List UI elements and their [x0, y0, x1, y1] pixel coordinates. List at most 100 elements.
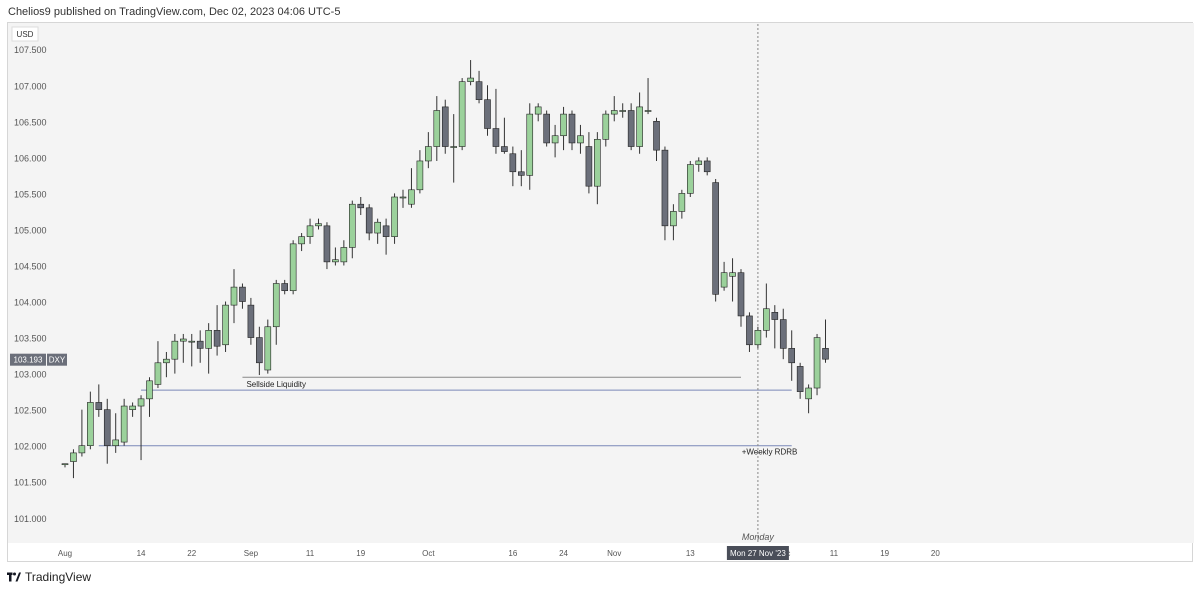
candle-body	[763, 308, 770, 331]
candle-body	[670, 211, 677, 227]
y-tick-label: 101.000	[14, 514, 47, 524]
candle-body	[788, 348, 796, 364]
candle-body	[712, 182, 719, 295]
candle-body	[416, 160, 424, 191]
candle-body	[323, 225, 331, 263]
candle-body	[822, 348, 829, 360]
crosshair-day-label: Monday	[742, 532, 775, 542]
x-tick-label: 22	[187, 549, 196, 558]
candle-body	[365, 207, 373, 234]
candle-body	[391, 196, 398, 237]
x-tick-label: 11	[830, 549, 839, 558]
candlestick-chart[interactable]: 107.500 107.000 106.500 106.000 105.500 105.0…	[8, 23, 1194, 563]
candle-body	[627, 110, 635, 147]
candle-body	[475, 81, 483, 100]
annotation-label: Sellside Liquidity	[246, 380, 306, 389]
x-tick-label: Oct	[422, 549, 435, 558]
candle-body	[103, 409, 111, 446]
candle-body	[450, 146, 458, 148]
currency-label: USD	[17, 30, 34, 39]
candle-body	[729, 272, 736, 277]
candle-body	[737, 272, 745, 317]
candle-body	[188, 340, 196, 343]
candle-body	[653, 121, 660, 151]
y-tick-label: 101.500	[14, 478, 47, 488]
candle-body	[357, 203, 365, 209]
symbol-badge	[47, 353, 67, 366]
candle-body	[594, 139, 601, 187]
y-tick-label: 107.500	[14, 45, 47, 55]
candle-body	[796, 366, 804, 392]
candle-body	[771, 312, 779, 320]
candle-body	[458, 81, 466, 147]
candle-body	[813, 337, 821, 389]
candle-body	[610, 110, 618, 115]
candle-body	[619, 110, 627, 112]
candle-body	[61, 463, 69, 466]
candle-body	[239, 286, 246, 302]
plot-background	[8, 23, 1194, 543]
candle-body	[306, 225, 314, 237]
chart-frame[interactable]: 107.500 107.000 106.500 106.000 105.500 105.0…	[7, 22, 1194, 563]
candle-body	[484, 99, 491, 129]
candle-body	[171, 340, 179, 360]
y-tick-label: 102.500	[14, 406, 47, 416]
candle-body	[272, 283, 280, 328]
x-tick-label: 24	[559, 549, 568, 558]
x-tick-label: 20	[931, 549, 940, 558]
x-tick-label: 13	[686, 549, 695, 558]
last-price-badge	[10, 353, 46, 366]
candle-body	[467, 77, 474, 82]
candle-body	[492, 128, 500, 147]
candle-body	[70, 452, 77, 462]
x-tick-label: Nov	[607, 549, 621, 558]
candle-body	[695, 160, 703, 165]
candle-body	[551, 135, 559, 144]
candle-body	[602, 113, 610, 140]
candle-body	[196, 340, 204, 349]
candle-body	[425, 146, 432, 162]
x-tick-label: 11	[306, 549, 315, 558]
candle-body	[644, 110, 652, 112]
x-tick-label: 16	[508, 549, 517, 558]
y-tick-label: 106.500	[14, 117, 47, 127]
candle-body	[281, 283, 289, 292]
candle-body	[264, 326, 272, 371]
crosshair-date-badge	[726, 546, 789, 560]
last-price-label: 103.193	[14, 356, 43, 365]
candle-body	[678, 193, 686, 212]
y-tick-label: 105.000	[14, 225, 47, 235]
y-tick-label: 105.500	[14, 189, 47, 199]
candle-body	[754, 330, 762, 346]
tradingview-logo-icon	[7, 572, 21, 582]
candle-body	[441, 106, 449, 147]
annotation-label: +Weekly RDRB	[742, 448, 798, 457]
candle-body	[501, 146, 508, 152]
candle-body	[560, 113, 567, 137]
candle-body	[87, 402, 94, 446]
crosshair-date-label: Mon 27 Nov '23	[730, 549, 786, 558]
candle-body	[163, 358, 170, 364]
candle-body	[686, 164, 694, 194]
candle-body	[720, 272, 728, 288]
candle-body	[577, 135, 584, 144]
candle-body	[543, 113, 550, 144]
candle-body	[526, 113, 534, 176]
candle-body	[230, 286, 238, 306]
x-tick-label: Sep	[244, 549, 259, 558]
candle-body	[222, 304, 229, 346]
candle-body	[315, 223, 322, 227]
candle-body	[78, 445, 86, 454]
candle-body	[534, 106, 542, 115]
candle-body	[120, 405, 128, 443]
candle-body	[568, 113, 576, 144]
candle-body	[247, 304, 255, 338]
footer-brand[interactable]: TradingView	[7, 569, 91, 585]
candle-body	[509, 153, 517, 173]
candle-body	[517, 171, 525, 176]
x-tick-label: 19	[356, 549, 365, 558]
candle-body	[374, 221, 381, 234]
candle-body	[585, 146, 593, 187]
y-tick-label: 106.000	[14, 153, 47, 163]
candle-body	[205, 330, 212, 349]
